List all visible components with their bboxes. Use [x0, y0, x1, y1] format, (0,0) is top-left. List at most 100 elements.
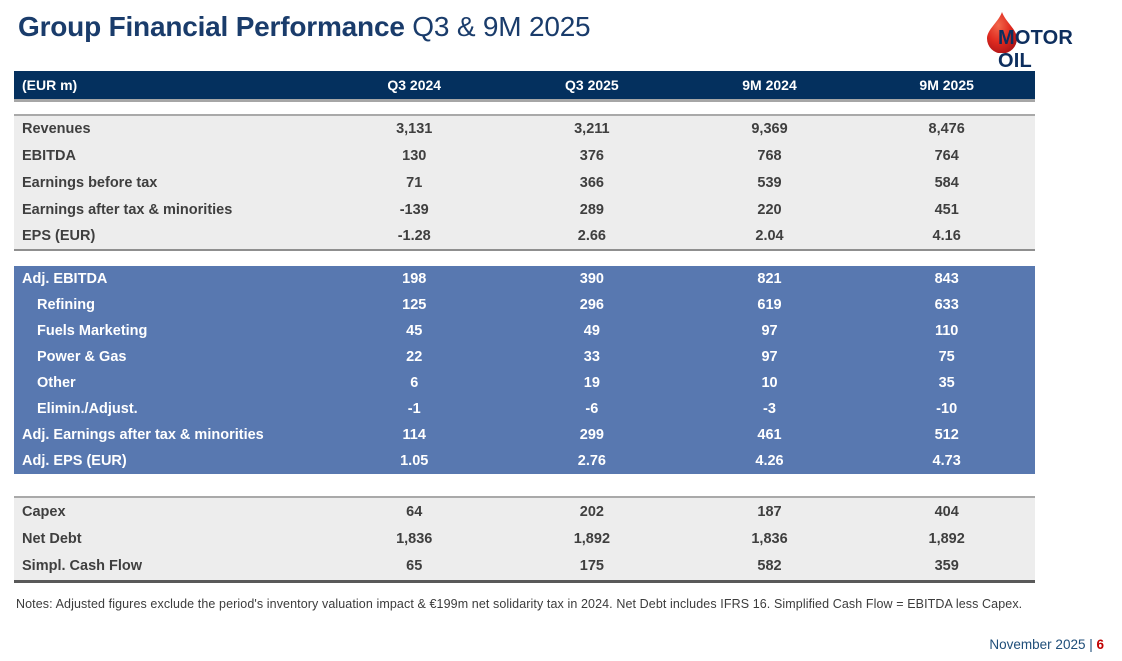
row-label: Adj. EPS (EUR): [14, 448, 326, 474]
cell-value: 461: [680, 422, 859, 448]
cell-value: 202: [503, 497, 681, 525]
cell-value: 1,892: [858, 525, 1035, 553]
row-label: Refining: [14, 292, 326, 318]
cell-value: 64: [325, 497, 504, 525]
cell-value: 6: [325, 370, 504, 396]
cell-value: 584: [858, 169, 1035, 196]
table-row: Simpl. Cash Flow 65 175 582 359: [14, 553, 1035, 581]
column-header-9m-2024: 9M 2024: [680, 71, 859, 102]
slide-footer: November 2025 | 6: [989, 637, 1104, 652]
cell-value: 49: [503, 318, 681, 344]
cell-value: 296: [503, 292, 681, 318]
row-label: Capex: [14, 497, 326, 525]
cell-value: 33: [503, 344, 681, 370]
cell-value: 299: [503, 422, 681, 448]
cell-value: 843: [858, 266, 1035, 292]
table-header: (EUR m) Q3 2024 Q3 2025 9M 2024 9M 2025: [14, 71, 1035, 102]
cell-value: 539: [680, 169, 859, 196]
footer-separator: |: [1085, 637, 1097, 652]
table-row: Refining 125 296 619 633: [14, 292, 1035, 318]
table-row: Adj. EPS (EUR) 1.05 2.76 4.26 4.73: [14, 448, 1035, 474]
cell-value: 65: [325, 553, 504, 581]
cell-value: 97: [680, 344, 859, 370]
cell-value: 390: [503, 266, 681, 292]
cell-value: -1.28: [325, 223, 504, 250]
cell-value: 619: [680, 292, 859, 318]
cell-value: 9,369: [680, 115, 859, 142]
cell-value: 114: [325, 422, 504, 448]
section-gap: [14, 100, 1035, 115]
table-section-gray-2: Capex 64 202 187 404 Net Debt 1,836 1,892 1,836 1…: [14, 497, 1035, 581]
section-gap-cell: [14, 100, 1035, 115]
footer-date: November 2025: [989, 637, 1086, 652]
page-title-period: Q3 & 9M 2025: [404, 11, 591, 42]
section-gap-cell: [14, 250, 1035, 266]
cell-value: 8,476: [858, 115, 1035, 142]
table-row: Other 6 19 10 35: [14, 370, 1035, 396]
cell-value: 45: [325, 318, 504, 344]
cell-value: 1.05: [325, 448, 504, 474]
motor-oil-logo: MOTOR OIL: [984, 11, 1104, 72]
cell-value: 768: [680, 142, 859, 169]
table-row: EPS (EUR) -1.28 2.66 2.04 4.16: [14, 223, 1035, 250]
row-label: Other: [14, 370, 326, 396]
row-label: EBITDA: [14, 142, 326, 169]
cell-value: 821: [680, 266, 859, 292]
cell-value: 125: [325, 292, 504, 318]
cell-value: 4.26: [680, 448, 859, 474]
logo-text: MOTOR OIL: [998, 27, 1074, 72]
row-label: Net Debt: [14, 525, 326, 553]
table-row: Earnings before tax 71 366 539 584: [14, 169, 1035, 196]
column-header-q3-2024: Q3 2024: [325, 71, 504, 102]
table-row: Capex 64 202 187 404: [14, 497, 1035, 525]
cell-value: 3,211: [503, 115, 681, 142]
column-header-q3-2025: Q3 2025: [503, 71, 681, 102]
row-label: Simpl. Cash Flow: [14, 553, 326, 581]
cell-value: 35: [858, 370, 1035, 396]
page-title-main: Group Financial Performance: [18, 11, 405, 42]
cell-value: 2.66: [503, 223, 681, 250]
cell-value: -6: [503, 396, 681, 422]
table-section-blue-1: Adj. EBITDA 198 390 821 843 Refining 125 296 619…: [14, 266, 1035, 474]
row-label: Earnings after tax & minorities: [14, 196, 326, 223]
row-label: Earnings before tax: [14, 169, 326, 196]
cell-value: 512: [858, 422, 1035, 448]
section-gap: [14, 250, 1035, 266]
unit-label: (EUR m): [14, 71, 326, 102]
cell-value: 404: [858, 497, 1035, 525]
cell-value: 633: [858, 292, 1035, 318]
section-gap: [14, 474, 1035, 497]
cell-value: 3,131: [325, 115, 504, 142]
cell-value: 10: [680, 370, 859, 396]
cell-value: 187: [680, 497, 859, 525]
cell-value: 359: [858, 553, 1035, 581]
financial-table: (EUR m) Q3 2024 Q3 2025 9M 2024 9M 2025 …: [14, 71, 1035, 583]
cell-value: -1: [325, 396, 504, 422]
column-header-9m-2025: 9M 2025: [858, 71, 1035, 102]
cell-value: -10: [858, 396, 1035, 422]
row-label: Revenues: [14, 115, 326, 142]
cell-value: -139: [325, 196, 504, 223]
cell-value: 19: [503, 370, 681, 396]
cell-value: 376: [503, 142, 681, 169]
table-header-row: (EUR m) Q3 2024 Q3 2025 9M 2024 9M 2025: [14, 71, 1035, 102]
row-label: Adj. Earnings after tax & minorities: [14, 422, 326, 448]
row-label: Fuels Marketing: [14, 318, 326, 344]
page-title: Group Financial Performance Q3 & 9M 2025: [18, 9, 591, 44]
oil-drop-icon: [987, 12, 1017, 53]
table-row: Adj. Earnings after tax & minorities 114 2…: [14, 422, 1035, 448]
cell-value: 75: [858, 344, 1035, 370]
cell-value: 97: [680, 318, 859, 344]
cell-value: 764: [858, 142, 1035, 169]
cell-value: 22: [325, 344, 504, 370]
cell-value: 220: [680, 196, 859, 223]
cell-value: 4.73: [858, 448, 1035, 474]
table-row: Earnings after tax & minorities -139 289 22…: [14, 196, 1035, 223]
cell-value: 1,836: [325, 525, 504, 553]
cell-value: 71: [325, 169, 504, 196]
cell-value: 1,836: [680, 525, 859, 553]
table-row: Adj. EBITDA 198 390 821 843: [14, 266, 1035, 292]
slide-header: Group Financial Performance Q3 & 9M 2025…: [0, 0, 1122, 72]
table-section-gray-0: Revenues 3,131 3,211 9,369 8,476 EBITDA 130 376…: [14, 115, 1035, 250]
